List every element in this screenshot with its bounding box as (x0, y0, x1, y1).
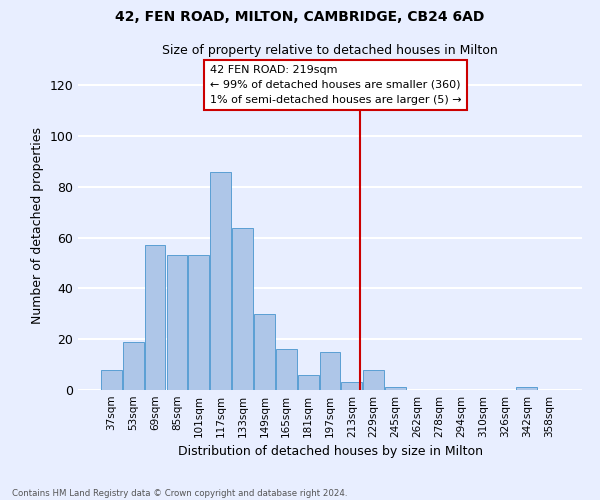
Bar (385, 388, 406, 390)
Bar (123, 342, 143, 390)
Bar (320, 352, 340, 390)
Text: 42 FEN ROAD: 219sqm
← 99% of detached houses are smaller (360)
1% of semi-detach: 42 FEN ROAD: 219sqm ← 99% of detached ho… (210, 65, 461, 104)
Bar (101, 370, 122, 390)
Bar (341, 382, 362, 390)
Bar (167, 256, 187, 390)
X-axis label: Distribution of detached houses by size in Milton: Distribution of detached houses by size … (178, 446, 482, 458)
Bar (254, 314, 275, 390)
Bar (232, 228, 253, 390)
Y-axis label: Number of detached properties: Number of detached properties (31, 126, 44, 324)
Bar (364, 370, 384, 390)
Bar (188, 256, 209, 390)
Bar (517, 388, 537, 390)
Bar (210, 172, 231, 390)
Title: Size of property relative to detached houses in Milton: Size of property relative to detached ho… (162, 44, 498, 58)
Text: Contains HM Land Registry data © Crown copyright and database right 2024.: Contains HM Land Registry data © Crown c… (12, 488, 347, 498)
Bar (298, 375, 319, 390)
Text: 42, FEN ROAD, MILTON, CAMBRIDGE, CB24 6AD: 42, FEN ROAD, MILTON, CAMBRIDGE, CB24 6A… (115, 10, 485, 24)
Bar (276, 350, 296, 390)
Bar (145, 246, 166, 390)
